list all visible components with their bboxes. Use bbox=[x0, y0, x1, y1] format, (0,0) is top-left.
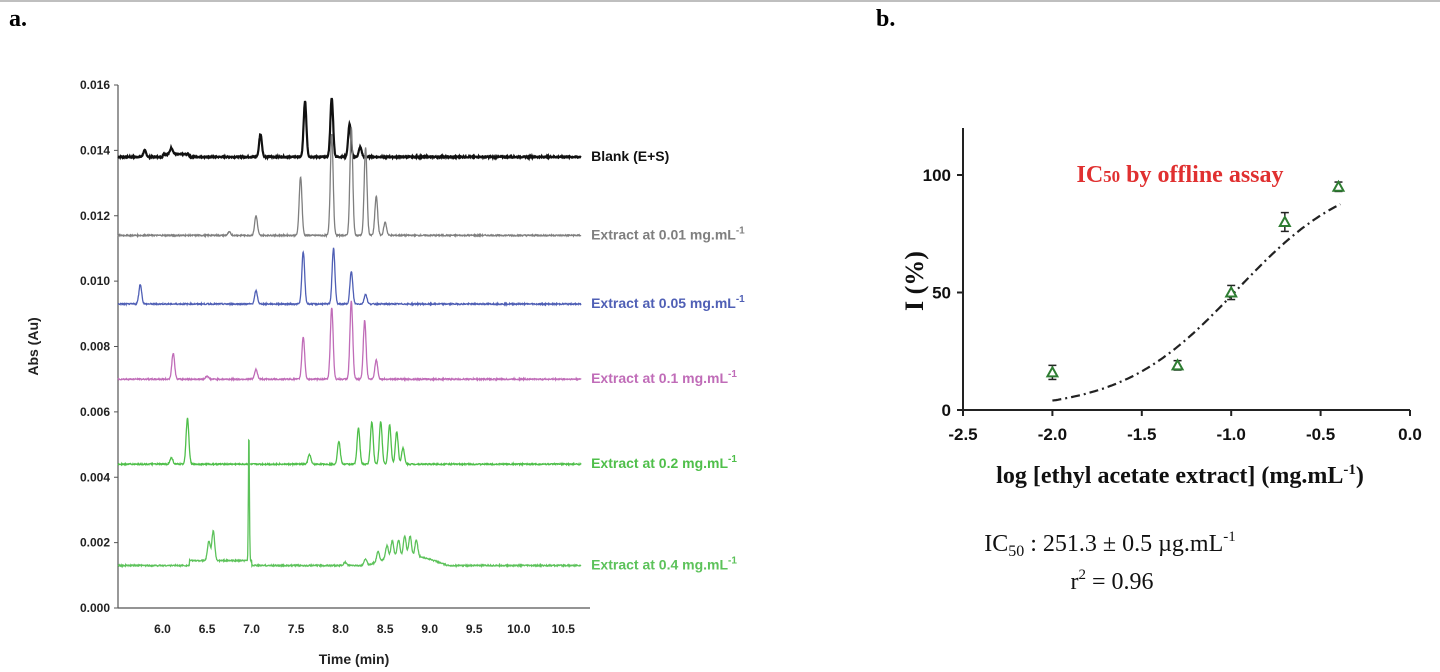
y-tick-label: 100 bbox=[923, 166, 951, 185]
data-point bbox=[1224, 285, 1238, 298]
data-point bbox=[1170, 358, 1185, 371]
trace-label: Extract at 0.05 mg.mL-1 bbox=[591, 294, 745, 311]
top-border bbox=[0, 0, 1440, 2]
trace-label: Extract at 0.1 mg.mL-1 bbox=[591, 369, 737, 386]
y-tick-label: 0 bbox=[942, 401, 951, 420]
trace-label: Extract at 0.2 mg.mL-1 bbox=[591, 454, 737, 471]
trace-line bbox=[117, 300, 582, 383]
y-tick-label: 0.012 bbox=[80, 209, 110, 223]
data-point bbox=[1331, 179, 1346, 192]
x-tick-label: 7.0 bbox=[243, 622, 260, 636]
x-tick-label: 9.0 bbox=[421, 622, 438, 636]
trace-line bbox=[117, 97, 582, 162]
trace-label: Extract at 0.4 mg.mL-1 bbox=[591, 556, 737, 573]
fit-curve bbox=[1052, 203, 1341, 402]
x-axis-label: Time (min) bbox=[319, 651, 390, 667]
trace-label: Blank (E+S) bbox=[591, 148, 669, 164]
y-tick-label: 0.014 bbox=[80, 143, 110, 157]
y-tick-label: 0.000 bbox=[80, 601, 110, 615]
r2-result: r2 = 0.96 bbox=[1070, 567, 1153, 595]
y-tick-label: 0.006 bbox=[80, 405, 110, 419]
x-tick-label: 10.5 bbox=[552, 622, 576, 636]
x-tick-label: 6.0 bbox=[154, 622, 171, 636]
x-tick-label: 10.0 bbox=[507, 622, 531, 636]
y-tick-label: 0.008 bbox=[80, 340, 110, 354]
y-axis-label: Abs (Au) bbox=[25, 317, 41, 375]
x-tick-label: 0.0 bbox=[1398, 425, 1422, 444]
y-tick-label: 0.004 bbox=[80, 470, 110, 484]
chart-title: IC50 by offline assay bbox=[1076, 162, 1283, 188]
x-tick-label: -0.5 bbox=[1306, 425, 1335, 444]
ic50-result: IC50 : 251.3 ± 0.5 µg.mL-1 bbox=[984, 529, 1236, 560]
y-axis-label: I (%) bbox=[900, 251, 929, 311]
x-tick-label: 6.5 bbox=[199, 622, 216, 636]
chromatogram-chart: 0.000 0.002 0.004 0.006 0.008 0.010 0.012 0.014… bbox=[25, 78, 745, 667]
x-tick-label: -2.5 bbox=[948, 425, 977, 444]
x-axis-label: log [ethyl acetate extract] (mg.mL-1) bbox=[996, 462, 1364, 489]
panel-a-label: a. bbox=[9, 6, 27, 32]
trace-line bbox=[117, 247, 582, 307]
y-tick-label: 0.016 bbox=[80, 78, 110, 92]
x-tick-label: -1.5 bbox=[1127, 425, 1156, 444]
trace-line bbox=[117, 127, 582, 239]
y-tick-label: 50 bbox=[932, 284, 951, 303]
trace-line bbox=[117, 438, 582, 569]
data-point bbox=[1045, 365, 1060, 378]
x-tick-label: -2.0 bbox=[1038, 425, 1067, 444]
trace-line bbox=[117, 417, 582, 468]
y-tick-label: 0.002 bbox=[80, 536, 110, 550]
x-tick-label: -1.0 bbox=[1217, 425, 1246, 444]
x-tick-label: 9.5 bbox=[466, 622, 483, 636]
panel-b-label: b. bbox=[876, 6, 896, 32]
y-tick-label: 0.010 bbox=[80, 274, 110, 288]
x-tick-label: 8.5 bbox=[377, 622, 394, 636]
x-tick-label: 8.0 bbox=[332, 622, 349, 636]
data-point bbox=[1278, 214, 1292, 227]
x-tick-label: 7.5 bbox=[288, 622, 305, 636]
trace-label: Extract at 0.01 mg.mL-1 bbox=[591, 225, 745, 242]
